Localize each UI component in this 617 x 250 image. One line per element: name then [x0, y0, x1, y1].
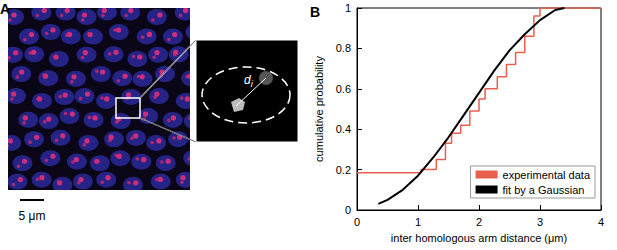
svg-text:4: 4: [598, 216, 604, 228]
svg-text:1: 1: [345, 2, 351, 14]
svg-text:5 μm: 5 μm: [19, 209, 46, 223]
svg-text:3: 3: [537, 216, 543, 228]
svg-text:A: A: [0, 1, 10, 17]
svg-text:B: B: [310, 4, 320, 20]
svg-text:0: 0: [345, 204, 351, 216]
svg-text:0.8: 0.8: [336, 42, 351, 54]
svg-text:cumulative probability: cumulative probability: [313, 56, 325, 162]
svg-text:0: 0: [354, 216, 360, 228]
svg-text:inter homologous arm distance: inter homologous arm distance (μm): [391, 232, 567, 244]
svg-text:1: 1: [415, 216, 421, 228]
svg-text:di: di: [244, 73, 254, 89]
svg-text:fit by a Gaussian: fit by a Gaussian: [503, 184, 585, 196]
svg-text:0.6: 0.6: [336, 83, 351, 95]
svg-text:0.2: 0.2: [336, 164, 351, 176]
svg-text:2: 2: [476, 216, 482, 228]
svg-text:experimental data: experimental data: [503, 169, 591, 181]
svg-text:0.4: 0.4: [336, 123, 351, 135]
